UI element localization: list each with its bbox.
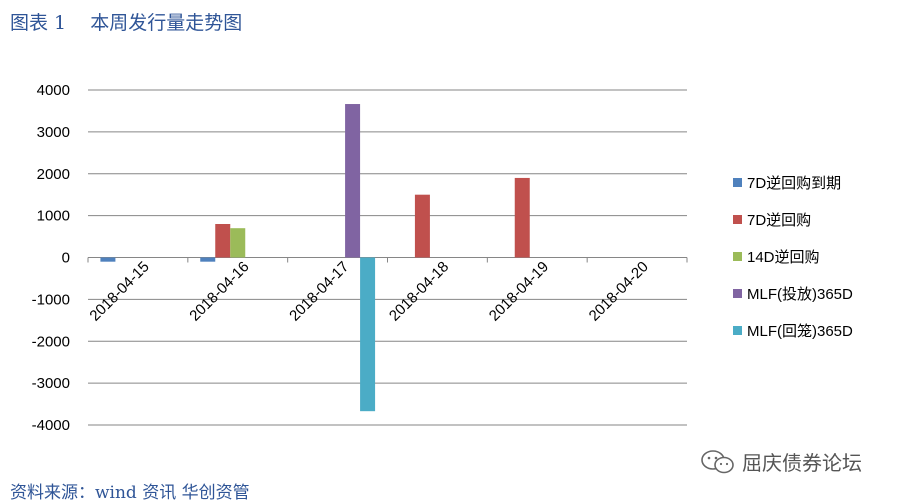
wechat-icon — [700, 449, 736, 475]
x-category-label: 2018-04-19 — [486, 258, 552, 324]
y-tick-label: -2000 — [32, 333, 70, 350]
y-tick-label: -3000 — [32, 375, 70, 392]
legend-swatch — [733, 289, 742, 298]
y-tick-label: 4000 — [37, 82, 70, 99]
x-category-label: 2018-04-16 — [186, 258, 252, 324]
legend-label: MLF(回笼)365D — [747, 323, 853, 340]
legend-label: 14D逆回购 — [747, 249, 820, 266]
legend-swatch — [733, 215, 742, 224]
y-tick-label: 2000 — [37, 166, 70, 183]
watermark-text: 屈庆债券论坛 — [742, 447, 862, 476]
bar — [345, 104, 360, 257]
legend-label: 7D逆回购到期 — [747, 175, 841, 192]
watermark: 屈庆债券论坛 — [700, 447, 862, 476]
bar — [215, 224, 230, 258]
x-category-label: 2018-04-18 — [386, 258, 452, 324]
bar — [100, 258, 115, 262]
legend-swatch — [733, 252, 742, 261]
x-axis: 2018-04-15 2018-04-16 2018-04-17 2018-04-18… — [86, 258, 687, 325]
x-category-label: 2018-04-17 — [286, 258, 352, 324]
legend-swatch — [733, 178, 742, 187]
legend: 7D逆回购到期 7D逆回购 14D逆回购 MLF(投放)365D MLF(回笼)365D — [733, 175, 853, 340]
y-tick-label: 3000 — [37, 124, 70, 141]
legend-label: 7D逆回购 — [747, 212, 811, 229]
x-category-label: 2018-04-20 — [586, 258, 652, 324]
bar — [200, 258, 215, 262]
bar — [415, 195, 430, 258]
legend-label: MLF(投放)365D — [747, 286, 853, 303]
y-axis-ticks: 4000 3000 2000 1000 0 -1000 -2000 -3000 -4000 — [32, 82, 70, 434]
y-tick-label: -1000 — [32, 291, 70, 308]
bar — [230, 228, 245, 257]
x-category-label: 2018-04-15 — [86, 258, 152, 324]
bar — [360, 258, 375, 412]
y-tick-label: -4000 — [32, 417, 70, 434]
source-note: 资料来源：wind 资讯 华创资管 — [10, 478, 250, 503]
legend-swatch — [733, 326, 742, 335]
y-tick-label: 1000 — [37, 208, 70, 225]
bar — [515, 178, 530, 258]
y-tick-label: 0 — [62, 250, 70, 267]
